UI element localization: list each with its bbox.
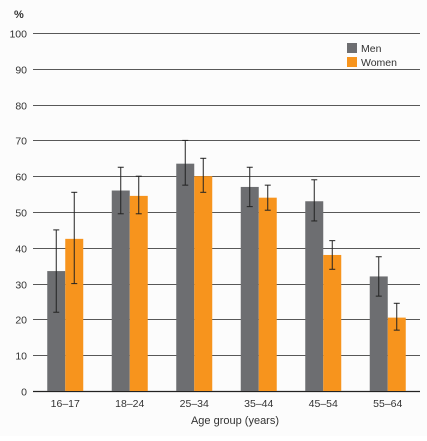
legend-swatch-women: [347, 57, 357, 67]
y-tick-label: 90: [15, 65, 27, 77]
x-axis: 16–17 18–24 25–34 35–44 45–54 55–64: [51, 398, 403, 410]
x-tick-label: 18–24: [115, 398, 144, 410]
bar-men-2: [176, 163, 195, 391]
x-tick-label: 35–44: [244, 398, 273, 410]
x-tick-label: 45–54: [309, 398, 338, 410]
legend: Men Women: [347, 43, 397, 69]
y-tick-label: 60: [15, 172, 27, 184]
bar-women-0: [65, 238, 84, 391]
bar-women-3: [258, 197, 277, 391]
x-tick-label: 16–17: [51, 398, 80, 410]
y-axis-label: %: [14, 9, 24, 21]
legend-label-women: Women: [361, 57, 397, 69]
y-tick-label: 100: [9, 29, 27, 41]
x-tick-label: 55–64: [373, 398, 402, 410]
bar-men-0: [47, 271, 66, 391]
gridlines: [33, 33, 420, 393]
legend-swatch-men: [347, 43, 357, 53]
y-axis: 0 10 20 30 40 50 60 70 80 90 100: [9, 29, 27, 399]
y-tick-label: 20: [15, 315, 27, 327]
y-tick-label: 40: [15, 244, 27, 256]
bar-women-2: [194, 176, 213, 391]
bar-men-3: [240, 186, 259, 391]
bar-women-5: [387, 317, 406, 391]
error-bars: [53, 139, 400, 331]
bar-men-4: [305, 201, 324, 391]
y-tick-label: 10: [15, 351, 27, 363]
y-tick-label: 80: [15, 101, 27, 113]
y-tick-label: 30: [15, 280, 27, 292]
bar-men-1: [111, 190, 130, 391]
bars: [47, 163, 406, 391]
bar-women-4: [323, 254, 342, 391]
bar-women-1: [129, 195, 148, 391]
bar-men-5: [369, 276, 388, 391]
y-tick-label: 0: [21, 387, 27, 399]
x-axis-label: Age group (years): [191, 415, 279, 427]
x-tick-label: 25–34: [180, 398, 209, 410]
y-tick-label: 70: [15, 136, 27, 148]
y-tick-label: 50: [15, 208, 27, 220]
legend-label-men: Men: [361, 43, 382, 55]
